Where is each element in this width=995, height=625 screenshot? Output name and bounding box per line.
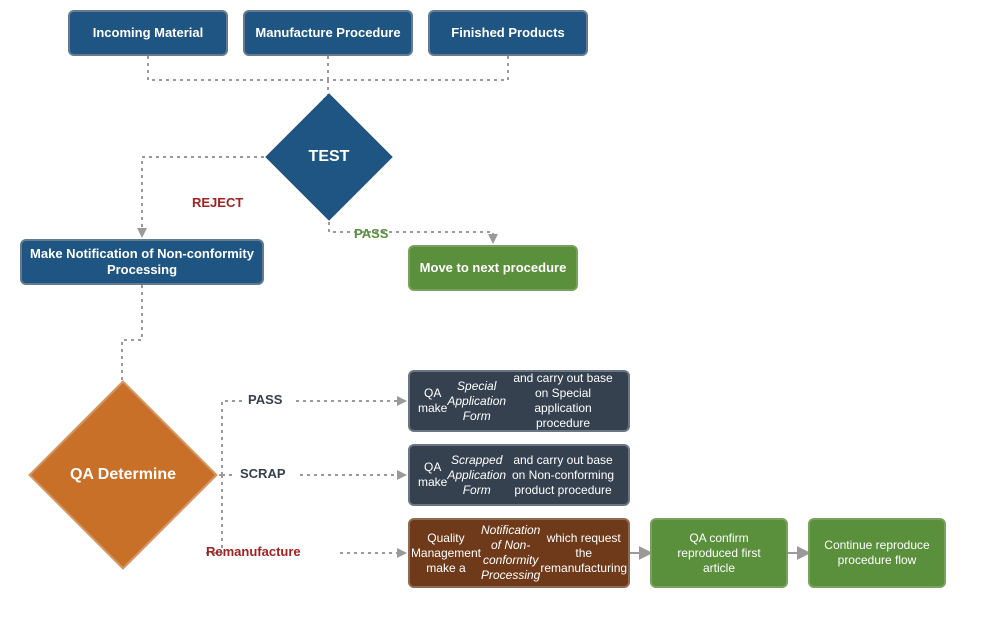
node-n_qadet: QA Determine — [56, 408, 190, 542]
edge-label-lbl_scrap: SCRAP — [240, 466, 286, 481]
node-n_manuf: Manufacture Procedure — [243, 10, 413, 56]
node-n_notify: Make Notification of Non-conformity Proc… — [20, 239, 264, 285]
flowchart-canvas: { "type": "flowchart", "canvas": { "widt… — [0, 0, 995, 625]
node-n_movenext: Move to next procedure — [408, 245, 578, 291]
edge-label-lbl_reject: REJECT — [192, 195, 243, 210]
edge-label-lbl_pass1: PASS — [354, 226, 388, 241]
connector-c_fin_bus — [328, 56, 508, 80]
node-n_scrapped: QA make Scrapped Application Form and ca… — [408, 444, 630, 506]
edge-label-lbl_pass2: PASS — [248, 392, 282, 407]
node-n_special: QA make Special Application Form and car… — [408, 370, 630, 432]
node-n_incoming: Incoming Material — [68, 10, 228, 56]
connector-c_to_pass2 — [222, 401, 243, 475]
connector-c_in_bus — [148, 56, 328, 80]
node-n_finished: Finished Products — [428, 10, 588, 56]
edge-label-lbl_reman: Remanufacture — [206, 544, 301, 559]
node-n_confirm: QA confirm reproduced first article — [650, 518, 788, 588]
node-n_test: TEST — [284, 112, 374, 202]
node-n_reman: Quality Management make a Notification o… — [408, 518, 630, 588]
node-n_continue: Continue reproduce procedure flow — [808, 518, 946, 588]
